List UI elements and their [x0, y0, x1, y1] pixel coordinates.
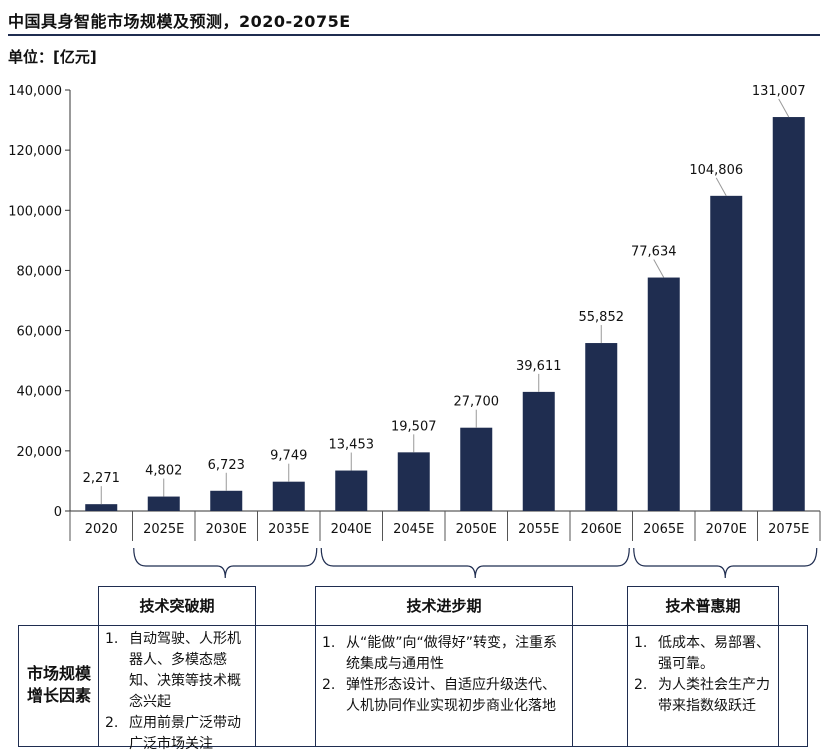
- factor-cell-breakthrough: 1. 自动驾驶、人形机器人、多模态感知、决策等技术概念兴起 2. 应用前景广泛带动广…: [98, 625, 256, 752]
- value-label: 4,802: [145, 464, 182, 479]
- list-item-number: 1.: [634, 635, 648, 651]
- phase-bracket: [133, 547, 318, 579]
- x-tick-label: 2060E: [581, 522, 622, 537]
- list-item-text: 弹性形态设计、自适应升级迭代、人机协同作业实现初步商业化落地: [346, 677, 556, 714]
- list-item-text: 从“能做”向“做得好”转变，注重系统集成与通用性: [346, 635, 558, 672]
- y-tick-label: 20,000: [17, 445, 63, 460]
- bar-2040E: [335, 470, 368, 511]
- list-item-number: 2.: [322, 677, 336, 693]
- value-label: 55,852: [579, 310, 625, 325]
- value-label: 39,611: [516, 359, 562, 374]
- list-item: 1. 从“能做”向“做得好”转变，注重系统集成与通用性: [318, 633, 566, 675]
- factor-cell-progress: 1. 从“能做”向“做得好”转变，注重系统集成与通用性 2. 弹性形态设计、自适应升…: [315, 625, 573, 747]
- value-label: 9,749: [270, 449, 307, 464]
- value-label: 131,007: [752, 84, 806, 99]
- value-label: 27,700: [454, 395, 500, 410]
- list-item-text: 为人类社会生产力带来指数级跃迁: [658, 677, 770, 714]
- phase-title-progress: 技术进步期: [406, 597, 482, 615]
- x-tick-label: 2020: [85, 522, 118, 537]
- list-item: 2. 弹性形态设计、自适应升级迭代、人机协同作业实现初步商业化落地: [318, 675, 566, 717]
- list-item: 1. 低成本、易部署、强可靠。: [630, 633, 770, 675]
- phase-box-progress: 技术进步期: [315, 586, 573, 626]
- title-divider: [8, 34, 820, 36]
- phase-title-breakthrough: 技术突破期: [139, 597, 215, 615]
- x-tick-label: 2045E: [393, 522, 434, 537]
- list-item-number: 2.: [634, 677, 648, 693]
- y-tick-label: 0: [54, 505, 62, 520]
- y-tick-label: 100,000: [8, 204, 62, 219]
- x-tick-label: 2055E: [518, 522, 559, 537]
- bar-2030E: [210, 490, 243, 511]
- unit-label: 单位：[亿元]: [8, 48, 97, 66]
- list-item-text: 自动驾驶、人形机器人、多模态感知、决策等技术概念兴起: [129, 631, 241, 710]
- y-tick-label: 120,000: [8, 144, 62, 159]
- bar-2045E: [397, 452, 430, 511]
- list-item-text: 应用前景广泛带动广泛市场关注: [129, 715, 241, 752]
- list-item: 2. 应用前景广泛带动广泛市场关注: [101, 713, 253, 755]
- value-label: 2,271: [83, 471, 120, 486]
- list-item: 1. 自动驾驶、人形机器人、多模态感知、决策等技术概念兴起: [101, 629, 253, 713]
- phase-box-inclusive: 技术普惠期: [627, 586, 779, 626]
- value-label: 19,507: [391, 419, 437, 434]
- bar-2075E: [772, 117, 805, 511]
- x-tick-label: 2075E: [768, 522, 809, 537]
- list-item-number: 2.: [105, 715, 119, 731]
- y-tick-label: 60,000: [17, 325, 63, 340]
- x-tick-label: 2030E: [206, 522, 247, 537]
- bar-2025E: [147, 496, 180, 511]
- list-item-number: 1.: [322, 635, 336, 651]
- factor-row-label-text: 市场规模增长因素: [26, 664, 91, 705]
- leader-line: [653, 259, 665, 278]
- y-tick-label: 40,000: [17, 385, 63, 400]
- list-item-number: 1.: [105, 631, 119, 647]
- x-tick-label: 2025E: [143, 522, 184, 537]
- leader-line: [715, 177, 727, 197]
- phase-bracket: [320, 547, 630, 579]
- bar-2055E: [522, 391, 555, 511]
- x-tick-label: 2050E: [456, 522, 497, 537]
- value-label: 104,806: [689, 163, 743, 178]
- x-tick-label: 2065E: [643, 522, 684, 537]
- factor-row-label: 市场规模增长因素: [18, 625, 100, 745]
- bar-chart: 0 20,000 40,000 60,000 80,000 100,000 120,000 1…: [8, 84, 821, 579]
- phase-title-inclusive: 技术普惠期: [665, 597, 741, 615]
- list-item-text: 低成本、易部署、强可靠。: [658, 635, 770, 672]
- factor-cell-inclusive: 1. 低成本、易部署、强可靠。 2. 为人类社会生产力带来指数级跃迁: [627, 625, 779, 747]
- value-label: 77,634: [631, 245, 677, 260]
- bar-2065E: [647, 277, 680, 511]
- value-label: 6,723: [208, 458, 245, 473]
- x-tick-label: 2035E: [268, 522, 309, 537]
- bar-2050E: [460, 427, 493, 511]
- chart-title: 中国具身智能市场规模及预测，2020-2075E: [8, 12, 351, 31]
- y-tick-label: 80,000: [17, 264, 63, 279]
- bar-2070E: [710, 195, 743, 512]
- list-item: 2. 为人类社会生产力带来指数级跃迁: [630, 675, 770, 717]
- bar-2020: [85, 504, 118, 511]
- y-tick-label: 140,000: [8, 84, 62, 99]
- x-tick-label: 2070E: [706, 522, 747, 537]
- phase-box-breakthrough: 技术突破期: [98, 586, 256, 626]
- leader-line: [778, 98, 790, 118]
- phase-bracket: [633, 547, 818, 579]
- bar-2060E: [585, 343, 618, 511]
- bar-2035E: [272, 481, 305, 511]
- value-label: 13,453: [329, 438, 375, 453]
- x-tick-label: 2040E: [331, 522, 372, 537]
